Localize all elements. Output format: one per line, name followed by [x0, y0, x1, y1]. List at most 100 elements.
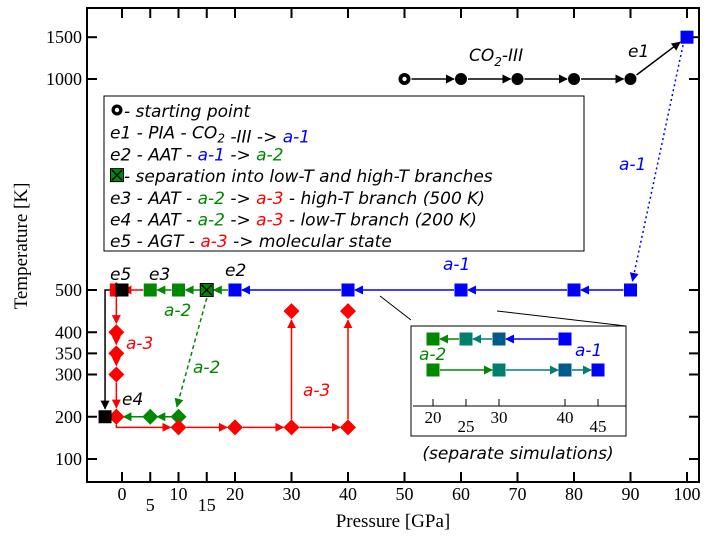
- x-tick-label: 70: [509, 484, 527, 504]
- legend-entry-part: a-1: [283, 128, 310, 148]
- marker-a-2: [172, 283, 185, 297]
- marker-a-3-high-t-decompression: [108, 408, 125, 425]
- marker-co2-iii: [511, 73, 524, 85]
- x-tick-label: 100: [674, 484, 701, 504]
- legend-entry-part: - starting point: [124, 102, 252, 122]
- legend-entry: e2 - AAT - a-1 -> a-2: [110, 145, 284, 165]
- legend-entry-part: e1 - PIA - CO: [110, 124, 217, 144]
- inset: 20 30 40 25 45 a-1 a-2: [410, 325, 627, 437]
- plot-frame: [86, 7, 700, 483]
- marker-a-1: [680, 30, 694, 44]
- inset-marker: [591, 363, 605, 377]
- legend-entry: e3 - AAT - a-2 -> a-3 - high-T branch (5…: [110, 189, 485, 209]
- marker-a-3-low-t: [340, 419, 356, 436]
- marker-a-3-low-t: [340, 303, 356, 320]
- annotation-a1-top: a-1: [619, 155, 646, 175]
- marker-a-1: [454, 283, 468, 297]
- starting-point-hole: [402, 76, 407, 82]
- marker-a-3-high-t-decompression: [108, 366, 125, 383]
- x-tick-label: 10: [170, 484, 188, 504]
- legend-entry: - starting point: [124, 102, 252, 122]
- legend-entry-part: e3 - AAT -: [110, 189, 198, 209]
- inset-connector-right: [496, 310, 627, 327]
- inset-marker: [558, 363, 572, 377]
- inset-marker: [558, 332, 572, 346]
- legend-entry-part: a-2: [198, 189, 225, 209]
- x-tick-label: 5: [146, 495, 155, 515]
- legend-entry-part: a-2: [256, 145, 283, 165]
- marker-a-2-low-t: [142, 408, 159, 425]
- marker-molecular-state: [98, 410, 112, 424]
- inset-label-a1: a-1: [575, 341, 602, 361]
- legend-entry-part: ->: [225, 145, 256, 165]
- annotation-e1: e1: [628, 42, 649, 62]
- inset-tick-label: 25: [458, 417, 475, 436]
- x-tick-label: 15: [198, 495, 216, 515]
- inset-caption: (separate simulations): [422, 444, 613, 464]
- marker-molecular-state: [115, 283, 129, 297]
- legend-marker-hole: [114, 107, 120, 113]
- annotation-e5: e5: [110, 265, 131, 285]
- legend-entry: e4 - AAT - a-2 -> a-3 - low-T branch (20…: [110, 211, 477, 231]
- legend-entry-part: -> molecular state: [228, 232, 392, 252]
- legend-box: [103, 95, 585, 252]
- y-tick-label: 500: [55, 280, 82, 300]
- annotation-a3-left: a-3: [126, 334, 153, 354]
- x-tick-label: 0: [118, 484, 127, 504]
- legend-entry-part: e2 - AAT -: [110, 145, 198, 165]
- annotation-a2-lower: a-2: [193, 358, 220, 378]
- inset-tick-label: 30: [491, 408, 508, 427]
- legend-entry-part: a-1: [198, 145, 225, 165]
- inset-tick-label: 20: [425, 408, 442, 427]
- legend-entry-part: e5 - AGT -: [110, 232, 200, 252]
- co2iii-label: CO: [469, 46, 494, 66]
- legend-entry-part: a-3: [256, 211, 283, 231]
- x-tick-label: 80: [565, 484, 583, 504]
- inset-marker: [459, 332, 473, 346]
- x-axis-label: Pressure [GPa]: [336, 511, 451, 532]
- marker-co2-iii: [568, 73, 580, 85]
- marker-a-3-high-t-decompression: [108, 345, 125, 362]
- x-tick-label: 50: [396, 484, 414, 504]
- axis-tick-labels: 0 10 20 30 40 50 60 70 80 90 100 5 15 100 200 300350400…: [46, 27, 701, 515]
- x-tick-label: 20: [226, 484, 244, 504]
- legend-entry-part: a-2: [198, 211, 225, 231]
- marker-co2-iii: [455, 73, 467, 85]
- marker-a-1: [341, 283, 355, 297]
- annotation-a3-right: a-3: [303, 381, 330, 401]
- y-tick-label: 100: [55, 449, 82, 469]
- legend-entry-part: -III ->: [225, 128, 283, 148]
- x-tick-label: 60: [452, 484, 470, 504]
- annotation-e3: e3: [149, 265, 170, 285]
- a1-dotted-arrow: [629, 45, 684, 282]
- y-tick-label: 200: [55, 407, 82, 427]
- marker-a-3-high-t-decompression: [108, 324, 125, 341]
- inset-marker: [426, 363, 440, 377]
- y-tick-label: 1500: [46, 27, 82, 47]
- x-tick-label: 30: [283, 484, 301, 504]
- y-axis-label: Temperature [K]: [11, 183, 32, 310]
- inset-marker: [492, 363, 506, 377]
- y-tick-label: 1000: [46, 69, 82, 89]
- inset-box: [410, 325, 627, 437]
- inset-marker: [492, 332, 506, 346]
- legend-entry: e1 - PIA - CO2 -III -> a-1: [110, 124, 310, 148]
- y-tick-label: 350: [55, 343, 82, 363]
- y-tick-label: 300: [55, 365, 82, 385]
- a3-low-t-path: [115, 422, 172, 432]
- inset-label-a2: a-2: [419, 345, 446, 365]
- x-tick-label: 90: [622, 484, 640, 504]
- marker-co2-iii: [624, 73, 637, 85]
- legend-entry: e5 - AGT - a-3 -> molecular state: [110, 232, 392, 252]
- legend-entry-part: a-3: [200, 232, 227, 252]
- legend-entry-part: - high-T branch (500 K): [284, 189, 485, 209]
- annotation-e2: e2: [225, 261, 246, 281]
- legend-entry-part: 2: [217, 132, 225, 146]
- y-tick-label: 400: [55, 322, 82, 342]
- legend-marker-square-x-cross: [111, 169, 123, 181]
- annotation-co2iii: CO2-III: [469, 46, 523, 69]
- data-markers: [98, 30, 694, 436]
- inset-connector-left: [379, 295, 412, 321]
